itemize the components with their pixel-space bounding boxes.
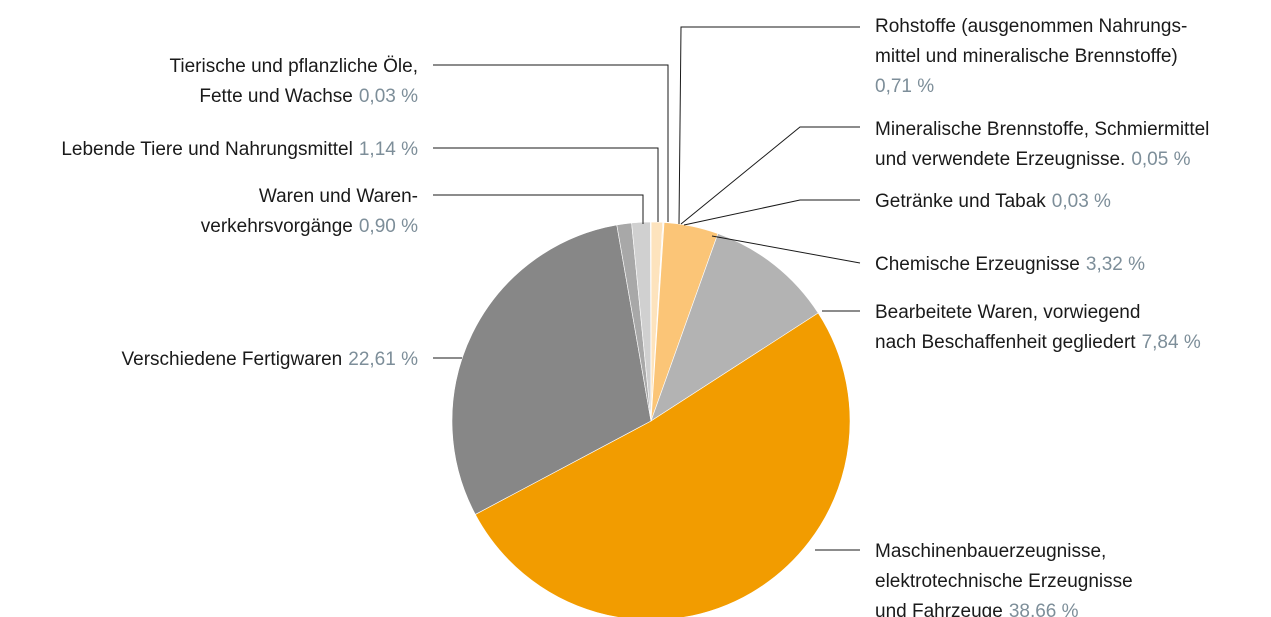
slice-label: Verschiedene Fertigwaren 22,61 %	[122, 349, 419, 370]
slice-label: Maschinenbauerzeugnisse, elektrotechnisch…	[875, 541, 1133, 617]
label-line: Rohstoffe (ausgenommen Nahrungs-	[875, 16, 1187, 37]
label-line: und verwendete Erzeugnisse.	[875, 149, 1125, 170]
pie-slice	[650, 233, 819, 422]
pie-slice	[451, 224, 652, 515]
leader-line	[678, 26, 860, 225]
label-line: Getränke und Tabak	[875, 191, 1046, 212]
label-line: Lebende Tiere und Nahrungsmittel	[61, 139, 353, 160]
label-line: nach Beschaffenheit gegliedert	[875, 332, 1136, 353]
slice-label: Lebende Tiere und Nahrungsmittel 1,14 %	[61, 139, 418, 160]
leader-line	[433, 147, 659, 222]
label-line: Bearbeitete Waren, vorwiegend	[875, 302, 1140, 323]
label-line: Tierische und pflanzliche Öle,	[169, 56, 418, 77]
value-label: 0,03 %	[1052, 191, 1111, 212]
value-label: 1,14 %	[359, 139, 418, 160]
leader-line	[683, 199, 860, 226]
slice-label: Waren und Waren-verkehrsvorgänge 0,90 %	[201, 186, 418, 237]
slice-label: Getränke und Tabak 0,03 %	[875, 191, 1111, 212]
label-line: Mineralische Brennstoffe, Schmiermittel	[875, 119, 1209, 140]
label-line: mittel und mineralische Brennstoffe)	[875, 46, 1178, 67]
value-label: 0,05 %	[1131, 149, 1190, 170]
leader-line	[711, 235, 861, 264]
slice-label: Rohstoffe (ausgenommen Nahrungs-mittel u…	[875, 16, 1187, 97]
label-line: und Fahrzeuge	[875, 601, 1003, 617]
label-line: verkehrsvorgänge	[201, 216, 353, 237]
pie-slice	[474, 312, 851, 617]
value-label: 0,71 %	[875, 76, 934, 97]
value-label: 0,03 %	[359, 86, 418, 107]
slice-label: Bearbeitete Waren, vorwiegend nach Bescha…	[875, 302, 1201, 353]
leader-line	[433, 64, 669, 222]
label-line: Waren und Waren-	[259, 186, 418, 207]
leader-line	[433, 194, 644, 224]
label-line: elektrotechnische Erzeugnisse	[875, 571, 1133, 592]
label-line: Maschinenbauerzeugnisse,	[875, 541, 1106, 562]
leader-line	[680, 126, 860, 225]
value-label: 3,32 %	[1086, 254, 1145, 275]
slice-label: Chemische Erzeugnisse 3,32 %	[875, 254, 1145, 275]
label-line: Fette und Wachse	[199, 86, 352, 107]
value-label: 22,61 %	[348, 349, 418, 370]
value-label: 38,66 %	[1009, 601, 1079, 617]
value-label: 0,90 %	[359, 216, 418, 237]
label-line: Verschiedene Fertigwaren	[122, 349, 343, 370]
slice-label: Tierische und pflanzliche Öle, Fette und …	[169, 56, 418, 107]
value-label: 7,84 %	[1142, 332, 1201, 353]
label-line: Chemische Erzeugnisse	[875, 254, 1080, 275]
slice-label: Mineralische Brennstoffe, Schmiermittel u…	[875, 119, 1209, 170]
